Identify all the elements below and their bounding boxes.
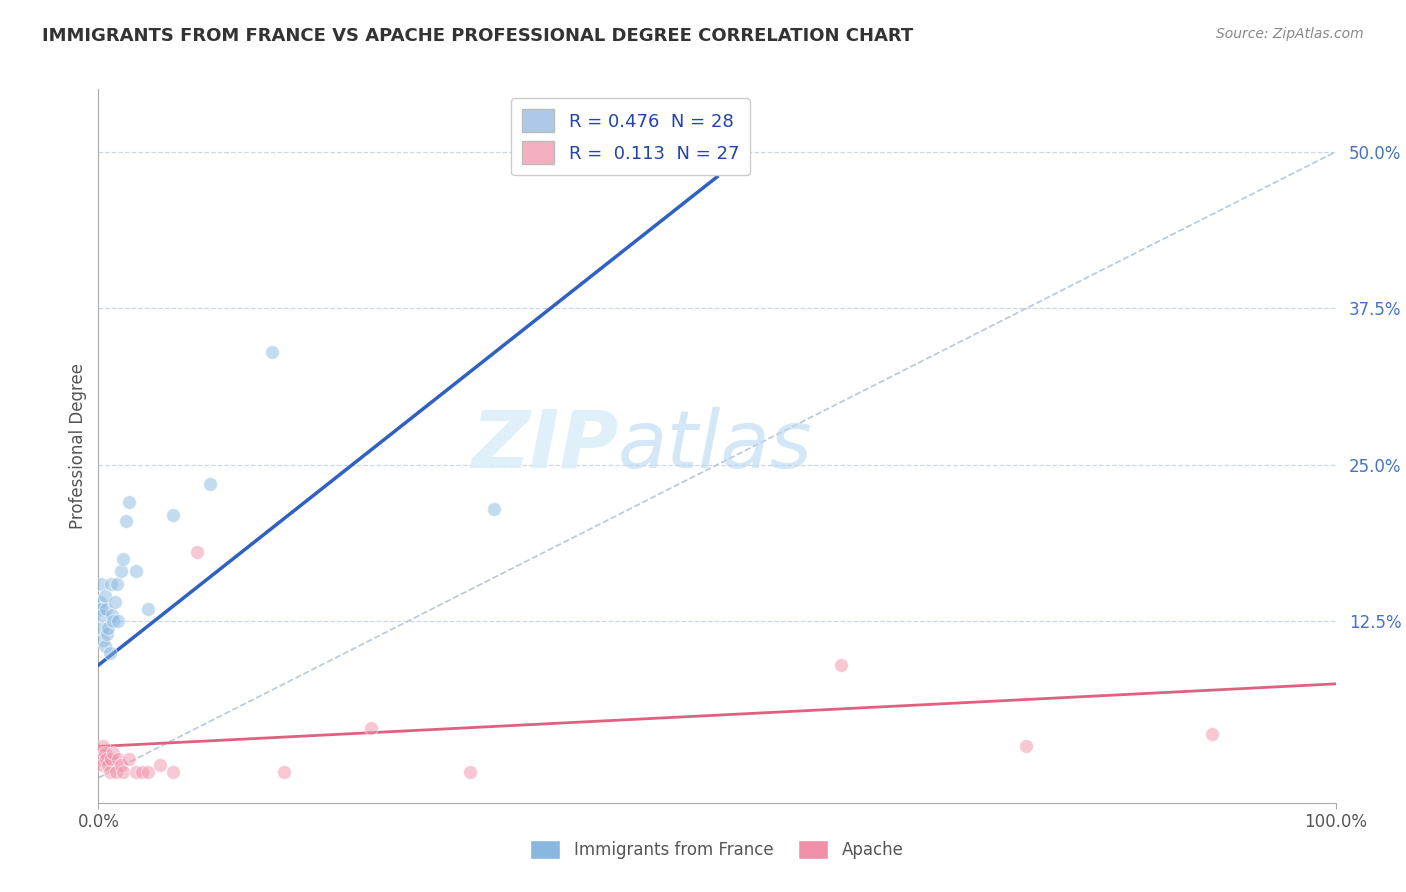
Text: Source: ZipAtlas.com: Source: ZipAtlas.com <box>1216 27 1364 41</box>
Point <box>101 607 124 622</box>
Point <box>131 764 153 779</box>
Point <box>124 564 146 578</box>
Y-axis label: Professional Degree: Professional Degree <box>69 363 87 529</box>
Point <box>91 621 114 635</box>
Point <box>104 764 127 779</box>
Point <box>110 564 132 578</box>
Point <box>273 764 295 779</box>
Point <box>105 576 128 591</box>
Point <box>112 764 135 779</box>
Legend: Immigrants from France, Apache: Immigrants from France, Apache <box>524 833 910 866</box>
Point <box>162 508 184 522</box>
Point <box>118 495 141 509</box>
Point <box>162 764 184 779</box>
Point <box>89 746 111 760</box>
Point <box>1015 739 1038 754</box>
Point <box>110 758 132 772</box>
Point <box>458 764 481 779</box>
Point <box>112 551 135 566</box>
Point <box>103 614 125 628</box>
Point <box>103 746 125 760</box>
Point <box>360 721 382 735</box>
Point <box>1201 727 1223 741</box>
Point <box>93 746 115 760</box>
Point <box>136 601 159 615</box>
Point <box>198 476 221 491</box>
Point <box>124 764 146 779</box>
Point <box>103 595 125 609</box>
Point <box>97 621 120 635</box>
Point <box>91 607 114 622</box>
Point <box>107 752 129 766</box>
Point <box>90 601 112 615</box>
Point <box>136 764 159 779</box>
Point <box>93 739 115 754</box>
Point <box>114 514 136 528</box>
Point <box>97 758 120 772</box>
Text: ZIP: ZIP <box>471 407 619 485</box>
Point <box>186 545 208 559</box>
Text: IMMIGRANTS FROM FRANCE VS APACHE PROFESSIONAL DEGREE CORRELATION CHART: IMMIGRANTS FROM FRANCE VS APACHE PROFESS… <box>42 27 914 45</box>
Point <box>94 601 117 615</box>
Point <box>830 658 852 673</box>
Point <box>107 614 129 628</box>
Point <box>96 627 118 641</box>
Point <box>89 595 111 609</box>
Point <box>93 633 115 648</box>
Point <box>118 752 141 766</box>
Point <box>149 758 172 772</box>
Text: atlas: atlas <box>619 407 813 485</box>
Point <box>93 589 115 603</box>
Point <box>94 752 117 766</box>
Point <box>93 640 115 654</box>
Point <box>90 752 112 766</box>
Point <box>100 576 122 591</box>
Point <box>90 576 112 591</box>
Point <box>100 752 122 766</box>
Point <box>260 345 283 359</box>
Point <box>98 764 121 779</box>
Point <box>484 501 506 516</box>
Point <box>91 758 114 772</box>
Point <box>98 646 121 660</box>
